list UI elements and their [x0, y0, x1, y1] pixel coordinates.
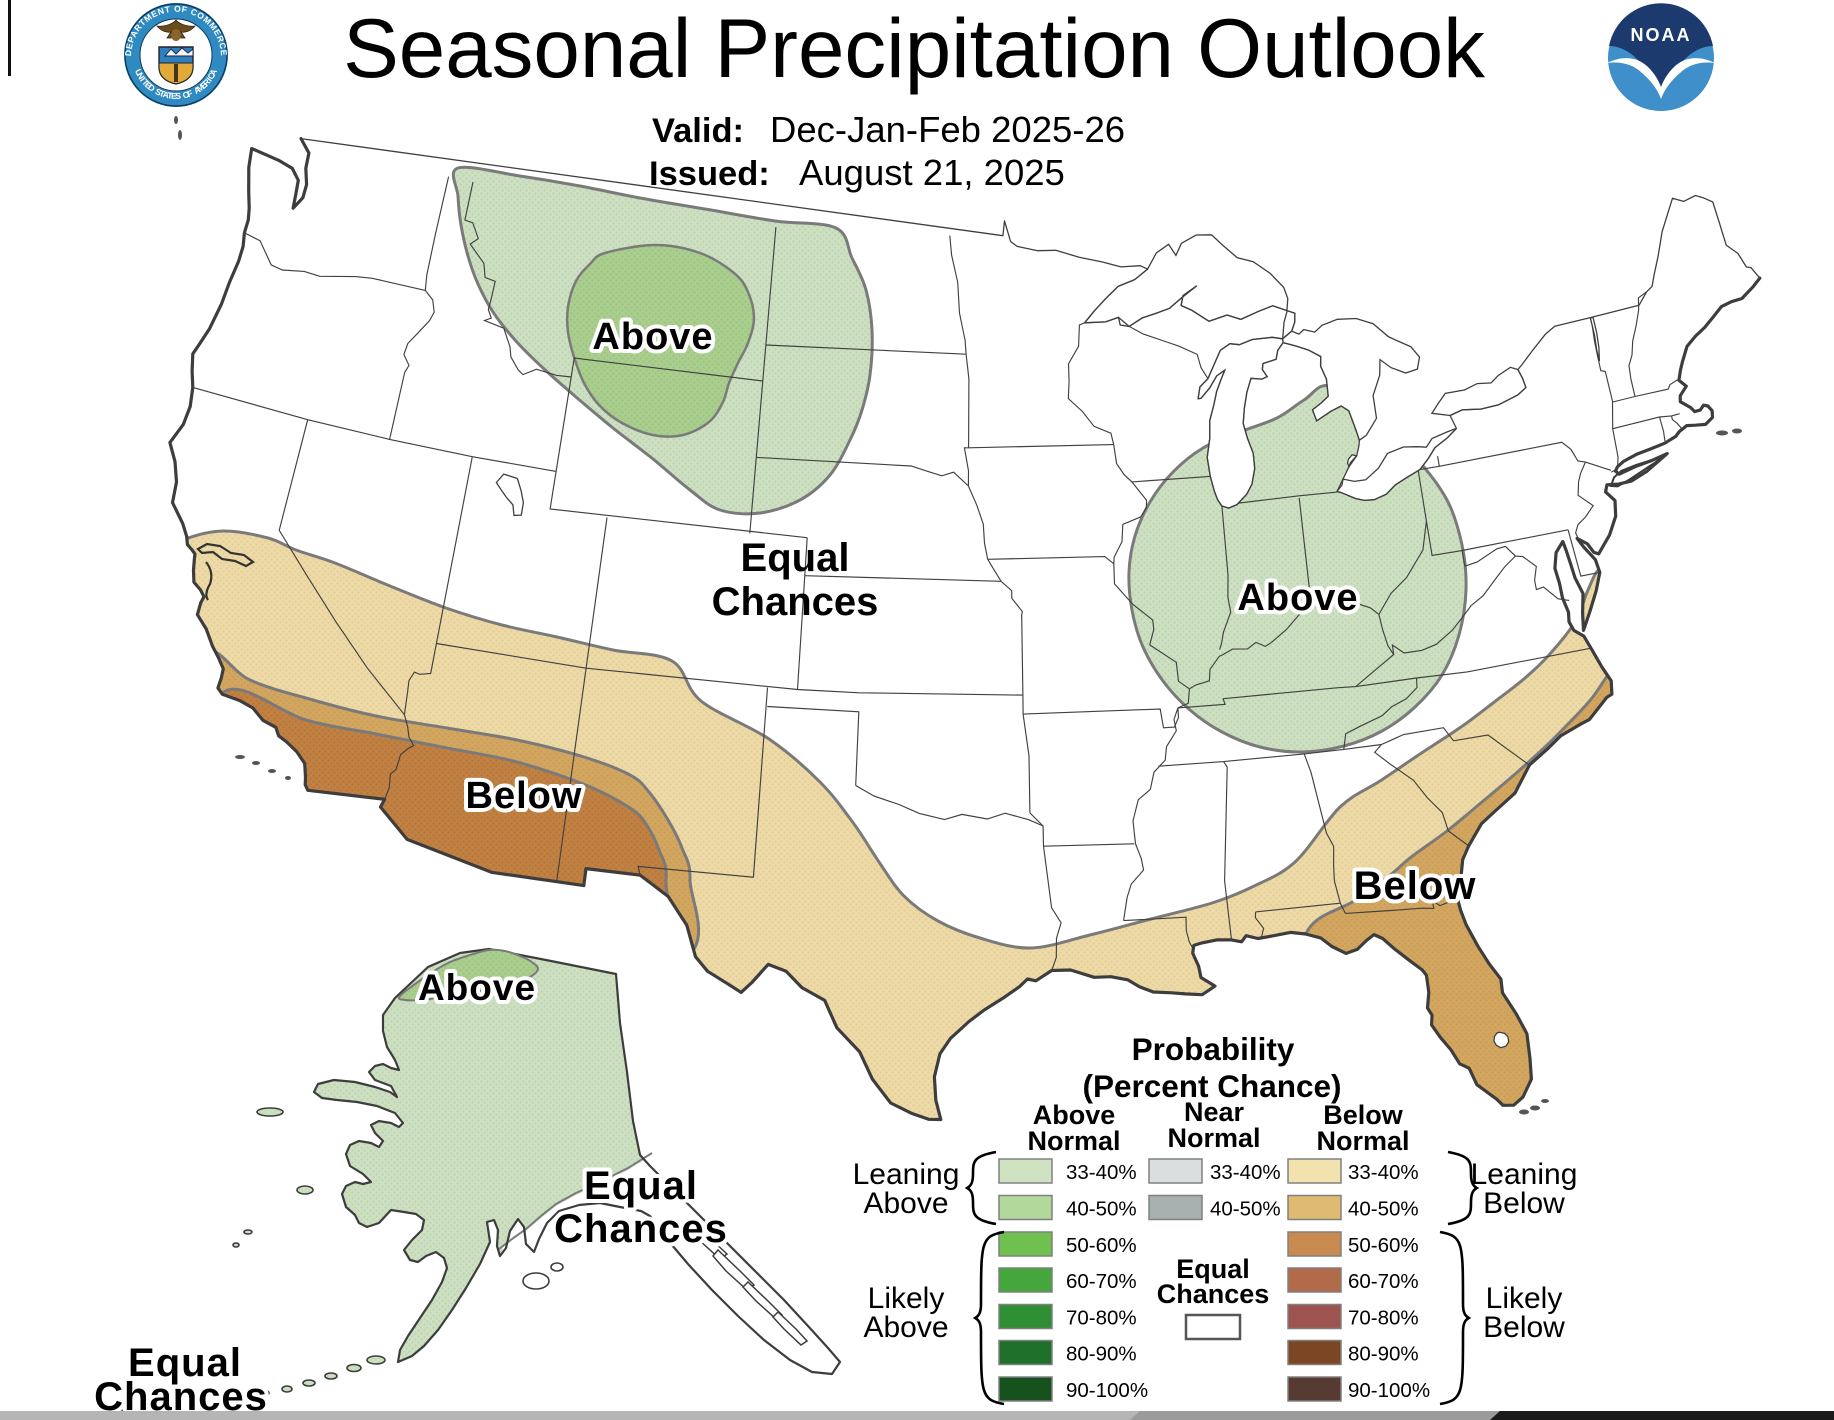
- svg-text:S: S: [175, 91, 181, 101]
- svg-text:Above: Above: [1237, 577, 1358, 619]
- svg-text:50-60%: 50-60%: [1066, 1234, 1137, 1257]
- svg-text:80-90%: 80-90%: [1348, 1343, 1419, 1366]
- svg-text:T: T: [167, 90, 174, 101]
- svg-text:U: U: [133, 67, 145, 77]
- svg-text:Normal: Normal: [1167, 1123, 1260, 1153]
- svg-text:Leaning: Leaning: [1471, 1158, 1578, 1191]
- svg-text:Below: Below: [1354, 864, 1477, 908]
- svg-text:Above: Above: [418, 967, 536, 1008]
- svg-text:O: O: [182, 89, 191, 100]
- svg-text:Seasonal Precipitation Outlook: Seasonal Precipitation Outlook: [343, 1, 1485, 95]
- svg-text:D: D: [146, 82, 157, 94]
- svg-text:A: A: [162, 89, 170, 100]
- svg-text:Equal: Equal: [741, 536, 850, 580]
- svg-text:60-70%: 60-70%: [1066, 1270, 1137, 1293]
- svg-text:A: A: [207, 67, 219, 77]
- svg-text:70-80%: 70-80%: [1066, 1307, 1137, 1330]
- svg-text:90-100%: 90-100%: [1348, 1379, 1430, 1402]
- svg-text:R: R: [201, 76, 213, 88]
- svg-text:Below: Below: [1483, 1311, 1565, 1344]
- svg-text:70-80%: 70-80%: [1348, 1307, 1419, 1330]
- svg-text:Chances: Chances: [554, 1207, 728, 1251]
- svg-text:A: A: [192, 84, 202, 96]
- svg-text:F: F: [186, 88, 194, 99]
- svg-text:Equal: Equal: [584, 1164, 698, 1208]
- svg-text:33-40%: 33-40%: [1210, 1161, 1281, 1184]
- svg-text:Normal: Normal: [1027, 1126, 1120, 1156]
- svg-text:60-70%: 60-70%: [1348, 1270, 1419, 1293]
- svg-text:Equal: Equal: [1176, 1254, 1250, 1284]
- svg-text:Issued:: Issued:: [649, 155, 770, 193]
- svg-text:Chances: Chances: [712, 580, 879, 624]
- svg-text:Above: Above: [592, 316, 713, 358]
- svg-text:C: C: [205, 71, 217, 81]
- svg-text:E: E: [171, 91, 177, 101]
- svg-text:80-90%: 80-90%: [1066, 1343, 1137, 1366]
- svg-text:Above: Above: [863, 1311, 948, 1344]
- svg-text:M: M: [195, 82, 207, 94]
- svg-text:S: S: [154, 86, 164, 98]
- svg-text:Dec-Jan-Feb 2025-26: Dec-Jan-Feb 2025-26: [770, 109, 1125, 150]
- svg-text:Below: Below: [1323, 1100, 1404, 1130]
- svg-text:August 21, 2025: August 21, 2025: [799, 152, 1065, 193]
- svg-text:50-60%: 50-60%: [1348, 1234, 1419, 1257]
- svg-text:Above: Above: [1033, 1100, 1116, 1130]
- svg-text:Leaning: Leaning: [853, 1158, 960, 1191]
- svg-text:Likely: Likely: [1486, 1282, 1563, 1315]
- svg-text:T: T: [140, 77, 151, 88]
- svg-text:Valid:: Valid:: [652, 112, 744, 150]
- svg-text:Probability: Probability: [1132, 1031, 1295, 1067]
- svg-text:Below: Below: [1483, 1187, 1565, 1220]
- svg-text:I: I: [204, 75, 213, 83]
- svg-text:Likely: Likely: [868, 1282, 945, 1315]
- svg-text:90-100%: 90-100%: [1066, 1379, 1148, 1402]
- svg-text:Normal: Normal: [1316, 1126, 1409, 1156]
- svg-text:Chances: Chances: [1157, 1279, 1270, 1309]
- svg-text:E: E: [198, 79, 209, 90]
- svg-text:NOAA: NOAA: [1631, 25, 1692, 45]
- svg-text:I: I: [138, 75, 147, 83]
- svg-text:33-40%: 33-40%: [1348, 1161, 1419, 1184]
- svg-text:(Percent Chance): (Percent Chance): [1082, 1068, 1341, 1104]
- svg-text:N: N: [135, 71, 147, 81]
- svg-text:33-40%: 33-40%: [1066, 1161, 1137, 1184]
- svg-text:40-50%: 40-50%: [1348, 1198, 1419, 1221]
- svg-text:Equal: Equal: [128, 1341, 242, 1385]
- svg-text:Above: Above: [863, 1187, 948, 1220]
- svg-text:Near: Near: [1184, 1097, 1245, 1127]
- svg-text:40-50%: 40-50%: [1066, 1198, 1137, 1221]
- svg-text:E: E: [143, 80, 154, 91]
- svg-text:40-50%: 40-50%: [1210, 1198, 1281, 1221]
- svg-text:T: T: [158, 88, 167, 99]
- svg-text:Below: Below: [466, 775, 583, 817]
